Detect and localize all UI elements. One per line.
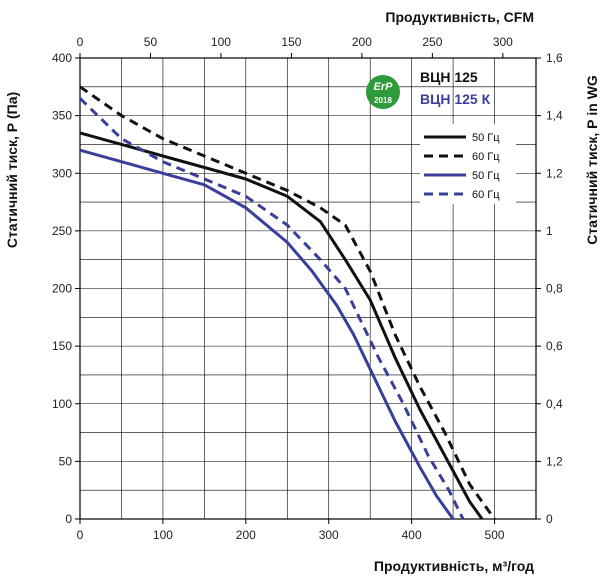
top-tick-label: 200	[352, 35, 372, 49]
model-label-black: ВЦН 125	[420, 69, 478, 85]
series-lines	[78, 85, 496, 520]
legend-label-4: 60 Гц	[472, 189, 500, 201]
x-tick-label: 500	[485, 528, 505, 542]
y-tick-label: 400	[52, 51, 72, 65]
x-tick-label: 0	[77, 528, 84, 542]
right-tick-label: 1,2	[546, 454, 563, 468]
model-label-blue: ВЦН 125 К	[420, 91, 491, 107]
right-tick-label: 0,6	[546, 339, 563, 353]
y-tick-label: 300	[52, 166, 72, 180]
y-axis-title: Статичний тиск, Р (Па)	[4, 92, 20, 248]
erp-logo-text: ErP	[374, 81, 394, 93]
right-tick-label: 1,4	[546, 109, 563, 123]
right-axis-title: Статичний тиск, Р in WG	[584, 75, 600, 245]
y-tick-label: 200	[52, 282, 72, 296]
top-tick-label: 150	[281, 35, 301, 49]
x-tick-label: 400	[402, 528, 422, 542]
y-tick-label: 250	[52, 224, 72, 238]
erp-logo-circle	[366, 75, 400, 109]
y-tick-label: 100	[52, 397, 72, 411]
erp-logo: ErP 2018	[366, 75, 400, 109]
y-tick-label: 50	[59, 454, 73, 468]
y-tick-label: 350	[52, 109, 72, 123]
series-line-1	[79, 131, 484, 520]
right-tick-label: 0,4	[546, 397, 563, 411]
right-tick-label: 1,6	[546, 51, 563, 65]
series-line-3	[79, 148, 455, 520]
right-tick-label: 0	[546, 512, 553, 526]
top-tick-label: 0	[77, 35, 84, 49]
series-line-2	[79, 85, 496, 520]
legend: 50 Гц 60 Гц 50 Гц 60 Гц	[420, 124, 516, 204]
top-axis-title: Продуктивність, CFM	[385, 9, 534, 25]
right-tick-label: 1	[546, 224, 553, 238]
x-tick-label: 100	[153, 528, 173, 542]
top-tick-label: 50	[144, 35, 158, 49]
legend-label-2: 60 Гц	[472, 151, 500, 163]
series-line-4	[78, 97, 465, 520]
x-axis-title: Продуктивність, м³/год	[374, 558, 534, 574]
y-tick-label: 0	[65, 512, 72, 526]
top-tick-label: 300	[493, 35, 513, 49]
right-tick-label: 0,8	[546, 282, 563, 296]
right-tick-label: 1,2	[546, 166, 563, 180]
x-tick-label: 200	[236, 528, 256, 542]
top-tick-label: 250	[422, 35, 442, 49]
y-tick-label: 150	[52, 339, 72, 353]
legend-label-3: 50 Гц	[472, 170, 500, 182]
erp-logo-year: 2018	[374, 96, 392, 105]
top-tick-label: 100	[211, 35, 231, 49]
axis-ticks: 0 100 200 300 400 500050100150200250300350400…	[52, 35, 563, 542]
x-tick-label: 300	[319, 528, 339, 542]
legend-label-1: 50 Гц	[472, 132, 500, 144]
